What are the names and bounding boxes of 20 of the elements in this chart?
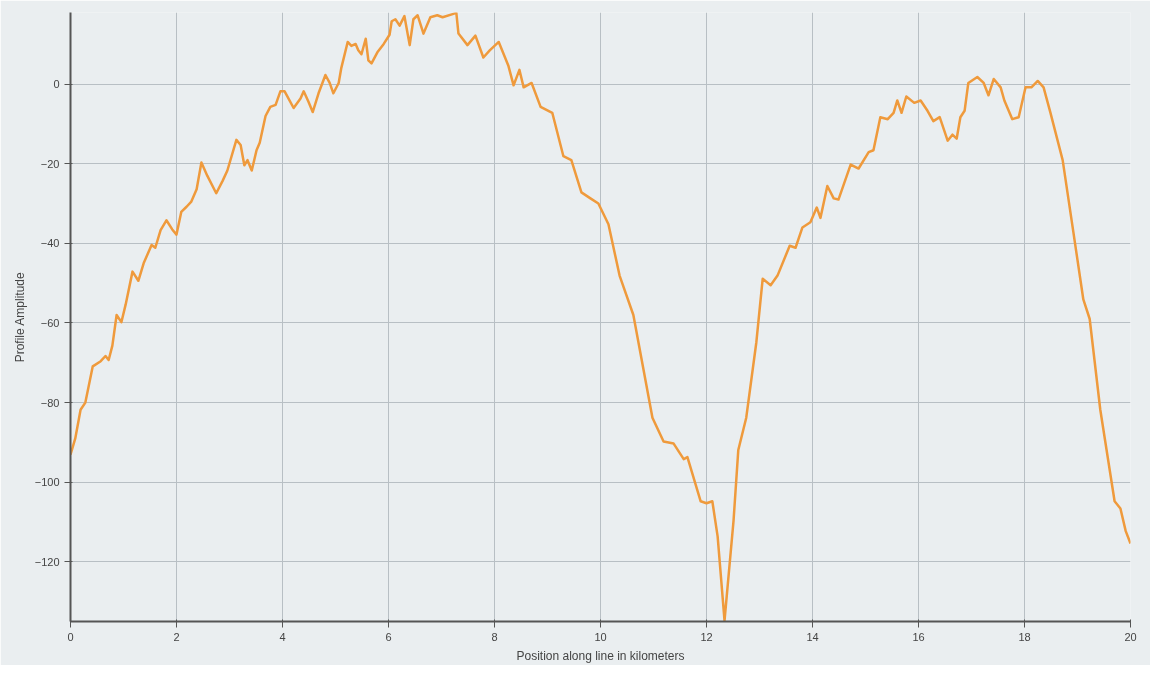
x-tick-label: 14	[806, 630, 819, 643]
x-tick-label: 12	[700, 630, 713, 643]
y-axis-title: Profile Amplitude	[12, 271, 27, 363]
x-tick-label: 0	[67, 630, 74, 643]
x-tick-label: 16	[912, 630, 925, 643]
y-tick-label: −100	[34, 476, 60, 489]
x-tick-label: 10	[594, 630, 607, 643]
y-tick-label: −80	[40, 396, 60, 409]
x-axis-title: Position along line in kilometers	[516, 648, 685, 663]
x-tick-label: 6	[385, 630, 392, 643]
y-tick-label: 0	[53, 78, 60, 91]
x-tick-label: 4	[279, 630, 286, 643]
y-tick-label: −40	[40, 237, 60, 250]
y-tick-label: −120	[34, 555, 60, 568]
y-tick-label: −20	[40, 157, 60, 170]
y-tick-label: −60	[40, 316, 60, 329]
x-tick-label: 18	[1018, 630, 1031, 643]
x-tick-label: 20	[1124, 630, 1137, 643]
x-tick-label: 8	[491, 630, 498, 643]
x-tick-label: 2	[173, 630, 180, 643]
